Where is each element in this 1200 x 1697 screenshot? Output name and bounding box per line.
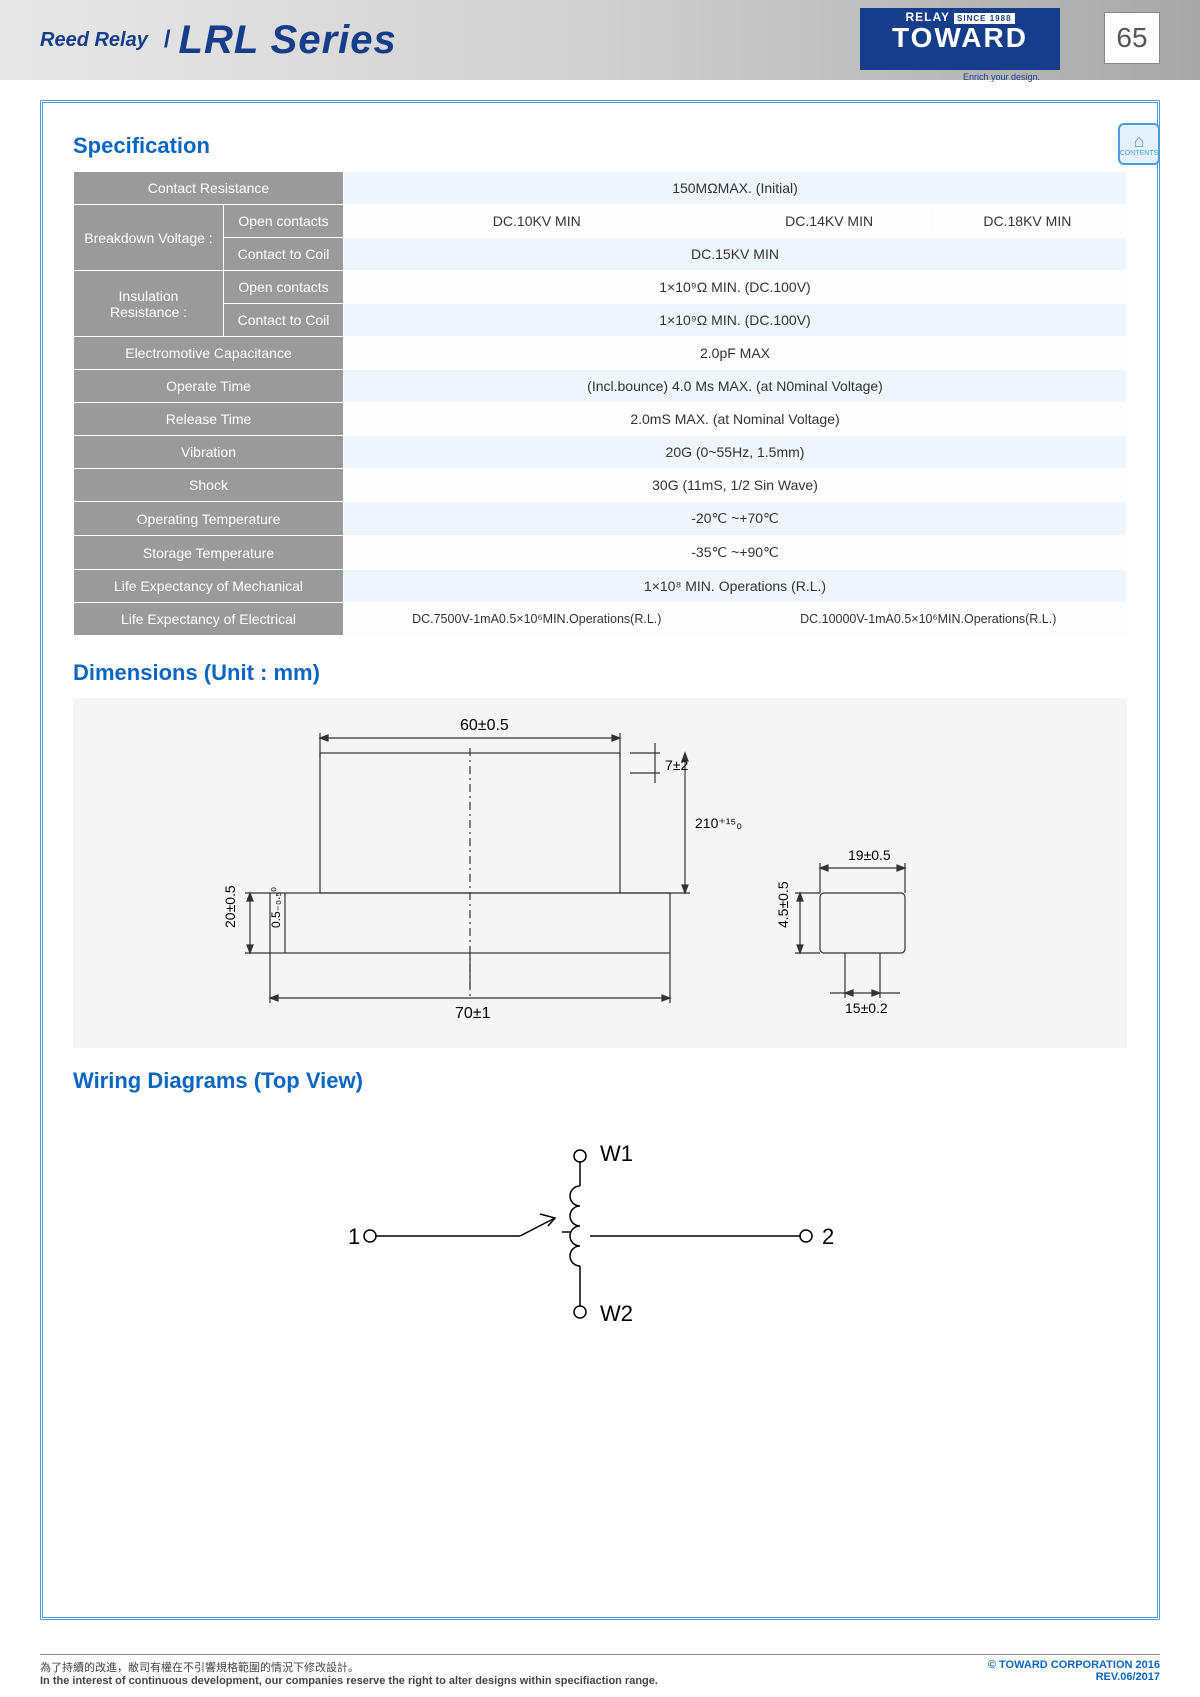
footer-copyright: © TOWARD CORPORATION 2016 xyxy=(988,1659,1160,1671)
spec-value: 1×10⁹Ω MIN. (DC.100V) xyxy=(344,304,1127,337)
page-header: Reed Relay / LRL Series RELAYSINCE 1988 … xyxy=(0,0,1200,80)
page-footer: 為了持續的改進，敝司有權在不引響規格範圍的情況下修改設計。 In the int… xyxy=(40,1654,1160,1687)
wiring-diagram: W1 W2 1 2 xyxy=(73,1106,1127,1356)
footer-zh: 為了持續的改進，敝司有權在不引響規格範圍的情況下修改設計。 xyxy=(40,1659,658,1675)
table-row: Contact to Coil DC.15KV MIN xyxy=(74,238,1127,271)
spec-value: DC.10000V-1mA0.5×10⁶MIN.Operations(R.L.) xyxy=(730,603,1126,636)
spec-value: -20℃ ~+70℃ xyxy=(344,502,1127,536)
section-dimensions-title: Dimensions (Unit : mm) xyxy=(73,660,1127,686)
page-number: 65 xyxy=(1104,12,1160,64)
spec-value: -35℃ ~+90℃ xyxy=(344,536,1127,570)
logo-main: TOWARD xyxy=(866,24,1054,52)
footer-en: In the interest of continuous developmen… xyxy=(40,1675,658,1687)
content-frame: CONTENTS Specification Contact Resistanc… xyxy=(40,100,1160,1620)
dimensions-drawing: 60±0.5 7±2 210⁺¹⁵₀ 19±0.5 20±0.5 0.5₋₀.₅… xyxy=(73,698,1127,1048)
table-row: Vibration 20G (0~55Hz, 1.5mm) xyxy=(74,436,1127,469)
spec-value: DC.15KV MIN xyxy=(344,238,1127,271)
table-row: Breakdown Voltage : Open contacts DC.10K… xyxy=(74,205,1127,238)
title-main: LRL Series xyxy=(179,18,397,63)
title-prefix: Reed Relay xyxy=(40,29,148,52)
section-wiring-title: Wiring Diagrams (Top View) xyxy=(73,1068,1127,1094)
table-row: Operating Temperature -20℃ ~+70℃ xyxy=(74,502,1127,536)
dim-label: 4.5±0.5 xyxy=(775,881,791,928)
brand-logo: RELAYSINCE 1988 TOWARD Enrich your desig… xyxy=(860,8,1060,70)
spec-label: Vibration xyxy=(74,436,344,469)
dim-label: 7±2 xyxy=(665,757,688,773)
title-slash: / xyxy=(164,26,171,54)
spec-label: Life Expectancy of Mechanical xyxy=(74,570,344,603)
wiring-label: W2 xyxy=(600,1301,633,1326)
spec-value: DC.14KV MIN xyxy=(730,205,928,238)
spec-label: Shock xyxy=(74,469,344,502)
dim-label: 60±0.5 xyxy=(460,717,509,734)
footer-left: 為了持續的改進，敝司有權在不引響規格範圍的情況下修改設計。 In the int… xyxy=(40,1659,658,1687)
spec-value: 150MΩMAX. (Initial) xyxy=(344,172,1127,205)
specification-table: Contact Resistance 150MΩMAX. (Initial) B… xyxy=(73,171,1127,636)
dim-label: 210⁺¹⁵₀ xyxy=(695,815,742,831)
spec-label: Operate Time xyxy=(74,370,344,403)
spec-value: 2.0mS MAX. (at Nominal Voltage) xyxy=(344,403,1127,436)
spec-sublabel: Contact to Coil xyxy=(224,304,344,337)
table-row: Shock 30G (11mS, 1/2 Sin Wave) xyxy=(74,469,1127,502)
table-row: Contact to Coil 1×10⁹Ω MIN. (DC.100V) xyxy=(74,304,1127,337)
spec-label: Operating Temperature xyxy=(74,502,344,536)
content-area: CONTENTS Specification Contact Resistanc… xyxy=(0,80,1200,1630)
table-row: Operate Time (Incl.bounce) 4.0 Ms MAX. (… xyxy=(74,370,1127,403)
spec-label: Insulation Resistance : xyxy=(74,271,224,337)
contents-tab[interactable]: CONTENTS xyxy=(1118,123,1160,165)
spec-label: Release Time xyxy=(74,403,344,436)
spec-sublabel: Open contacts xyxy=(224,205,344,238)
spec-label: Life Expectancy of Electrical xyxy=(74,603,344,636)
spec-label: Electromotive Capacitance xyxy=(74,337,344,370)
wiring-label: W1 xyxy=(600,1141,633,1166)
wiring-pin: 1 xyxy=(348,1224,360,1249)
footer-revision: REV.06/2017 xyxy=(988,1671,1160,1683)
table-row: Life Expectancy of Electrical DC.7500V-1… xyxy=(74,603,1127,636)
spec-value: 20G (0~55Hz, 1.5mm) xyxy=(344,436,1127,469)
table-row: Contact Resistance 150MΩMAX. (Initial) xyxy=(74,172,1127,205)
spec-value: 2.0pF MAX xyxy=(344,337,1127,370)
dim-label: 19±0.5 xyxy=(848,847,891,863)
spec-value: 1×10⁸ MIN. Operations (R.L.) xyxy=(344,570,1127,603)
spec-value: DC.10KV MIN xyxy=(344,205,731,238)
table-row: Release Time 2.0mS MAX. (at Nominal Volt… xyxy=(74,403,1127,436)
spec-label: Breakdown Voltage : xyxy=(74,205,224,271)
table-row: Electromotive Capacitance 2.0pF MAX xyxy=(74,337,1127,370)
wiring-pin: 2 xyxy=(822,1224,834,1249)
dim-label: 70±1 xyxy=(455,1005,491,1022)
spec-sublabel: Contact to Coil xyxy=(224,238,344,271)
section-specification-title: Specification xyxy=(73,133,1127,159)
table-row: Storage Temperature -35℃ ~+90℃ xyxy=(74,536,1127,570)
dim-label: 0.5₋₀.₅⁰ xyxy=(269,887,283,928)
dim-label: 15±0.2 xyxy=(845,1000,888,1016)
spec-value: (Incl.bounce) 4.0 Ms MAX. (at N0minal Vo… xyxy=(344,370,1127,403)
spec-sublabel: Open contacts xyxy=(224,271,344,304)
spec-value: 30G (11mS, 1/2 Sin Wave) xyxy=(344,469,1127,502)
table-row: Insulation Resistance : Open contacts 1×… xyxy=(74,271,1127,304)
dim-label: 20±0.5 xyxy=(222,885,238,928)
spec-label: Storage Temperature xyxy=(74,536,344,570)
spec-value: DC.18KV MIN xyxy=(928,205,1126,238)
spec-label: Contact Resistance xyxy=(74,172,344,205)
table-row: Life Expectancy of Mechanical 1×10⁸ MIN.… xyxy=(74,570,1127,603)
footer-right: © TOWARD CORPORATION 2016 REV.06/2017 xyxy=(988,1659,1160,1687)
spec-value: 1×10⁹Ω MIN. (DC.100V) xyxy=(344,271,1127,304)
spec-value: DC.7500V-1mA0.5×10⁶MIN.Operations(R.L.) xyxy=(344,603,731,636)
